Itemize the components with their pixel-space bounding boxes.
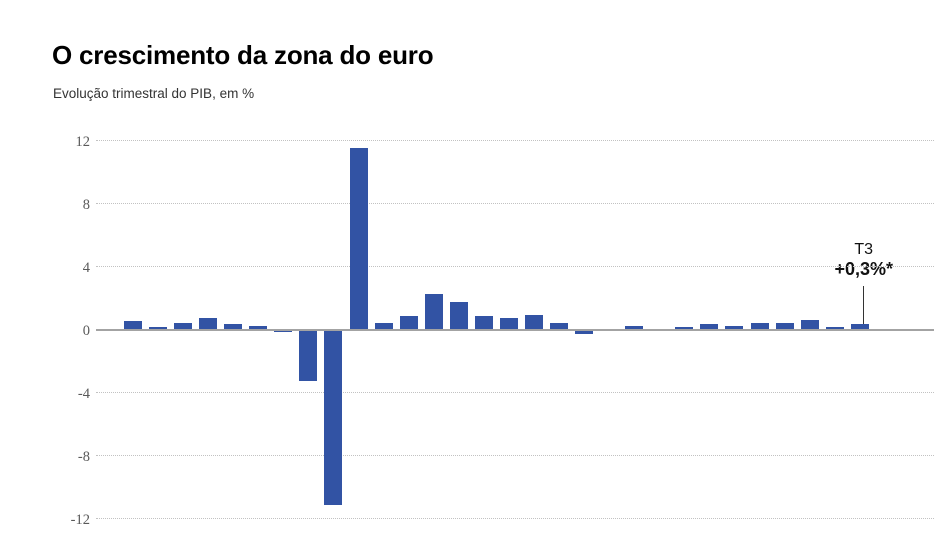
chart-subtitle: Evolução trimestral do PIB, em % — [53, 86, 255, 101]
bar — [625, 325, 644, 329]
bar — [524, 314, 543, 329]
latest-quarter-annotation: T3 +0,3%* — [804, 240, 924, 324]
bar — [750, 322, 769, 329]
bar — [349, 147, 368, 329]
bar — [199, 317, 218, 329]
bar — [124, 321, 142, 329]
bar — [374, 322, 393, 329]
bar — [174, 322, 193, 329]
y-tick-label: -4 — [77, 386, 90, 402]
annotation-quarter-label: T3 — [854, 241, 874, 258]
y-tick-label: 8 — [82, 197, 90, 213]
bar — [850, 324, 869, 329]
annotation-value-label: +0,3%* — [834, 259, 893, 279]
bar — [149, 327, 168, 329]
bar — [399, 316, 418, 329]
grid-line — [96, 518, 934, 519]
grid-line — [96, 203, 934, 204]
bar — [249, 325, 268, 329]
bar — [825, 327, 844, 329]
bar — [675, 327, 694, 329]
bar — [474, 316, 493, 329]
y-tick-label: -12 — [70, 512, 90, 528]
bar — [725, 325, 744, 329]
annotation-pointer-line — [862, 286, 864, 324]
grid-line — [96, 392, 934, 393]
bar — [449, 302, 468, 329]
bar — [274, 330, 293, 333]
bar — [550, 322, 569, 329]
y-tick-label: 4 — [82, 260, 90, 276]
bar — [224, 324, 243, 329]
zero-axis-line — [96, 329, 934, 331]
bar — [800, 319, 819, 329]
bar — [424, 294, 443, 329]
bar — [575, 330, 594, 334]
grid-line — [96, 140, 934, 141]
y-tick-label: 12 — [75, 134, 91, 150]
bar — [299, 330, 318, 381]
bar — [775, 322, 794, 329]
y-tick-label: 0 — [82, 323, 90, 339]
grid-line — [96, 455, 934, 456]
bar — [700, 324, 719, 329]
bar — [499, 317, 518, 329]
bar — [324, 330, 343, 506]
y-tick-label: -8 — [77, 449, 90, 465]
grid-line — [96, 266, 934, 267]
chart-title: O crescimento da zona do euro — [52, 40, 434, 70]
